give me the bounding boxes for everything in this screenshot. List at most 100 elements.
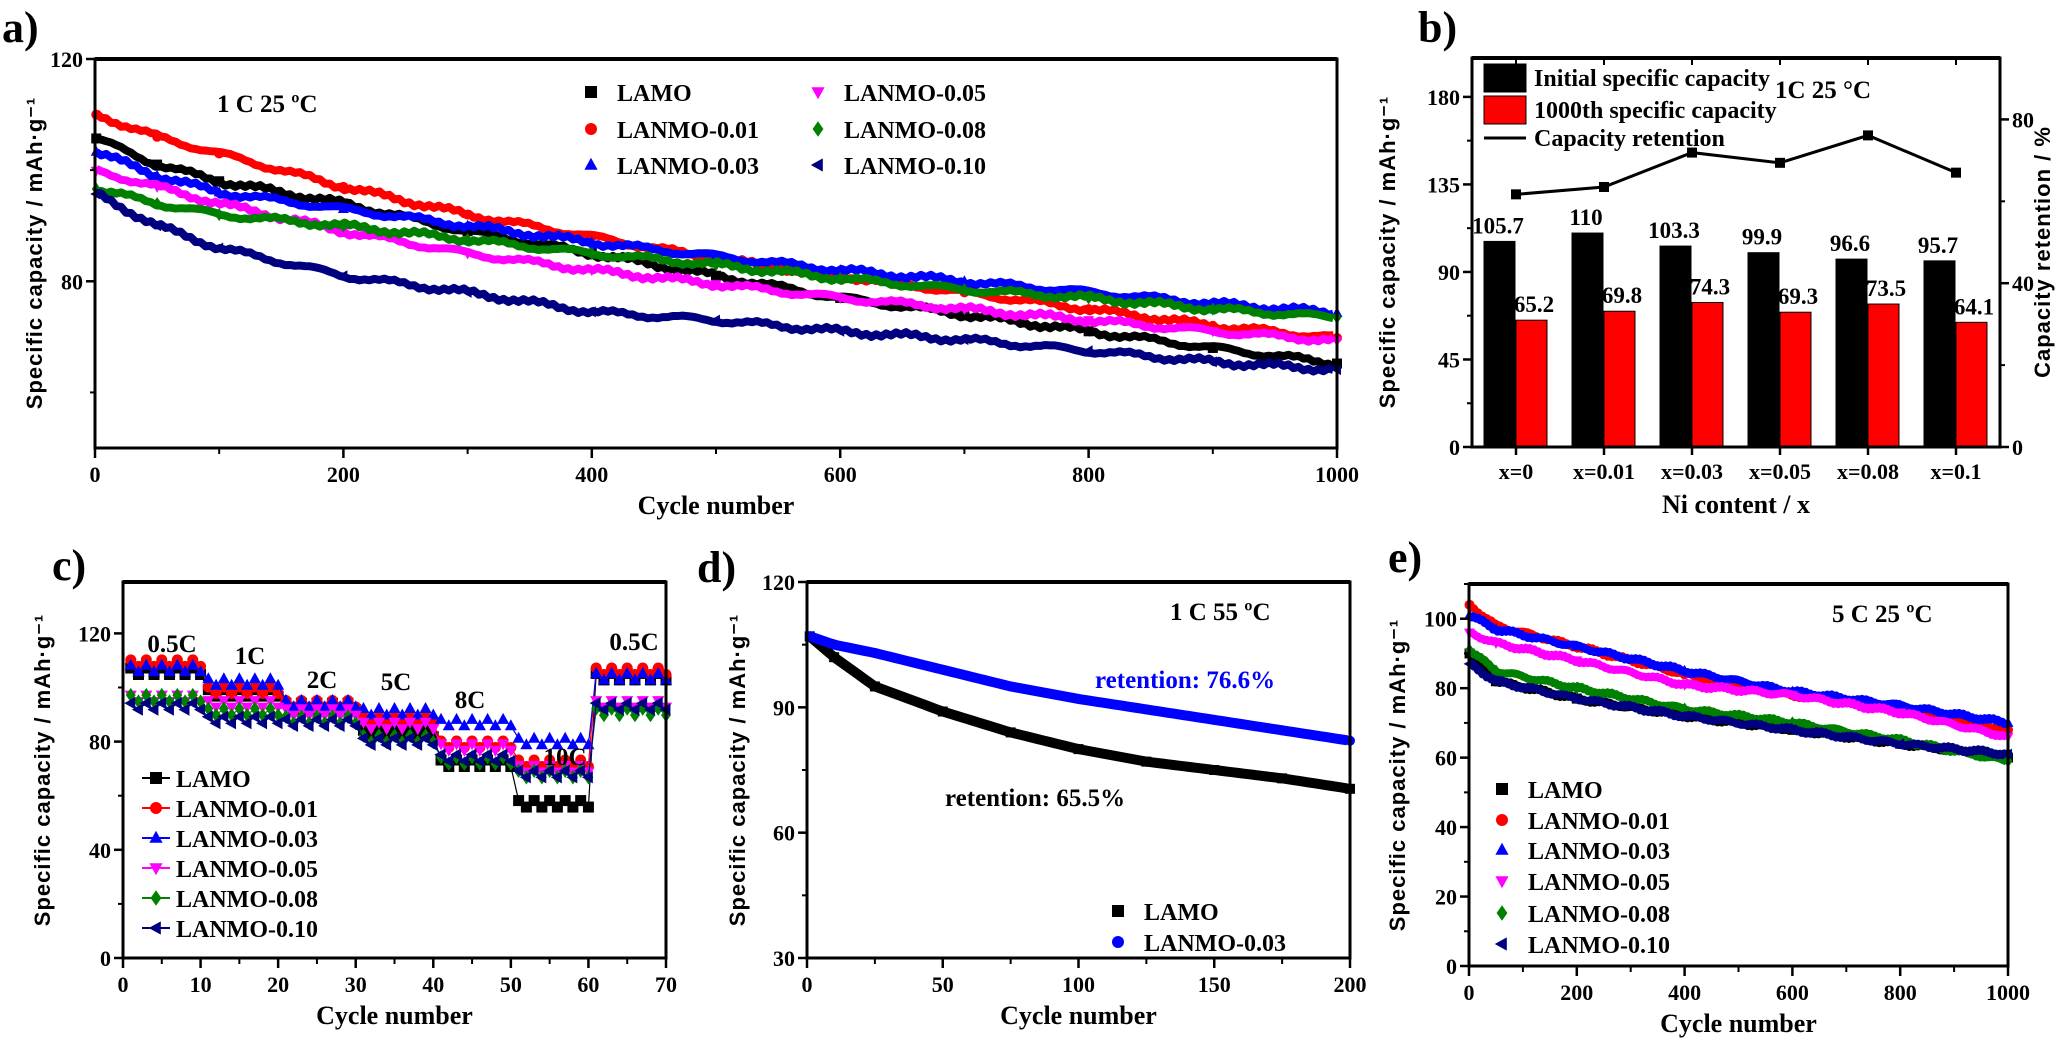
legend-marker (1495, 876, 1509, 889)
data-point (248, 710, 260, 723)
data-point (213, 199, 225, 210)
data-point (217, 672, 230, 684)
data-point (442, 745, 455, 757)
data-point (179, 665, 192, 677)
legend-label: LANMO-0.08 (176, 887, 318, 913)
data-point (217, 710, 229, 723)
legend-label: LAMO (176, 767, 251, 793)
data-point (372, 701, 386, 713)
data-point (155, 658, 168, 670)
data-point (543, 764, 555, 777)
legend-marker (150, 890, 162, 906)
data-point (442, 719, 455, 731)
data-point (512, 731, 525, 743)
retention-point (1511, 189, 1521, 200)
data-point (287, 719, 299, 732)
data-point (356, 732, 368, 745)
data-point (147, 665, 161, 677)
y-tick-label: 135 (1427, 172, 1460, 197)
bar-data-label: 65.2 (1514, 292, 1554, 317)
legend: LAMO LANMO-0.03 (1112, 900, 1286, 957)
bar-data-label: 73.5 (1866, 276, 1906, 301)
data-point (133, 694, 144, 709)
x-tick-label: 50 (500, 972, 522, 997)
data-point (520, 738, 533, 750)
data-point (263, 710, 275, 723)
data-point (338, 181, 349, 192)
data-point (829, 639, 840, 650)
data-point (427, 708, 440, 720)
data-point (295, 693, 308, 705)
data-point (256, 678, 269, 690)
bar-data-label: 95.7 (1918, 233, 1958, 258)
legend-label: LANMO-0.08 (1528, 902, 1670, 928)
data-point (644, 673, 657, 685)
x-tick-label: 30 (345, 972, 367, 997)
data-point (585, 306, 596, 318)
data-point (586, 236, 598, 247)
data-point (621, 666, 634, 678)
rate-label: 5C (381, 669, 412, 696)
legend-marker (1496, 783, 1508, 795)
data-point (528, 731, 541, 743)
data-point (241, 678, 254, 690)
panel-c: c) 0.5C 1C 2C 5C 8C 10C 0.5C 0 40 80 120 0 10 20 30 40 50… (30, 541, 677, 1030)
data-point (488, 755, 500, 768)
data-point (124, 697, 136, 710)
x-axis-label: Ni content / x (1662, 490, 1810, 519)
y-tick-label: 80 (61, 269, 83, 294)
data-point (214, 208, 224, 222)
legend-label: LAMO (617, 81, 692, 107)
data-point (835, 272, 845, 286)
data-point (427, 724, 440, 736)
panel-a: a) 80 120 0 200 400 600 800 1000 Cycle number Spec… (2, 3, 1359, 520)
y-tick-label: 60 (1435, 746, 1457, 771)
data-point (1570, 693, 1581, 705)
data-point (504, 755, 516, 768)
data-point (613, 673, 626, 685)
data-point (334, 700, 347, 712)
category-label: x=0.05 (1749, 459, 1811, 484)
panel-d: d) retention: 76.6% retention: 65.5% 30 60 90… (697, 543, 1367, 1030)
data-point (466, 739, 479, 751)
data-point (264, 672, 277, 684)
data-point (1005, 681, 1016, 692)
data-point (489, 719, 502, 731)
x-tick-label: 60 (577, 972, 599, 997)
data-point (365, 724, 378, 736)
legend-label: LANMO-0.01 (1528, 809, 1670, 835)
data-point (132, 665, 145, 677)
panel-label: d) (697, 543, 736, 592)
data-point (465, 748, 477, 761)
legend-label: 1000th specific capacity (1534, 98, 1777, 124)
data-point (582, 801, 594, 813)
data-point (388, 701, 401, 713)
data-point (380, 738, 392, 751)
data-point (326, 693, 339, 705)
data-point (178, 703, 190, 716)
x-tick-label: 600 (1776, 980, 1809, 1005)
legend-marker (148, 921, 161, 935)
data-point (574, 764, 586, 777)
retention-annotation: retention: 76.6% (1095, 667, 1275, 694)
data-point (652, 666, 665, 678)
bar (1571, 232, 1604, 448)
data-point (466, 712, 479, 724)
data-point (310, 693, 323, 705)
retention-point (1599, 181, 1609, 192)
rate-label: 8C (455, 687, 486, 714)
data-point (512, 764, 524, 777)
bar-data-label: 99.9 (1742, 225, 1782, 250)
data-point (504, 745, 517, 757)
data-point (139, 697, 151, 710)
legend-label: LANMO-0.03 (1144, 931, 1286, 957)
bar (1483, 240, 1516, 448)
data-point (497, 739, 510, 751)
data-point (612, 703, 624, 716)
data-point (1277, 773, 1288, 784)
data-point (242, 707, 253, 723)
data-point (473, 755, 485, 768)
data-point (202, 672, 215, 684)
